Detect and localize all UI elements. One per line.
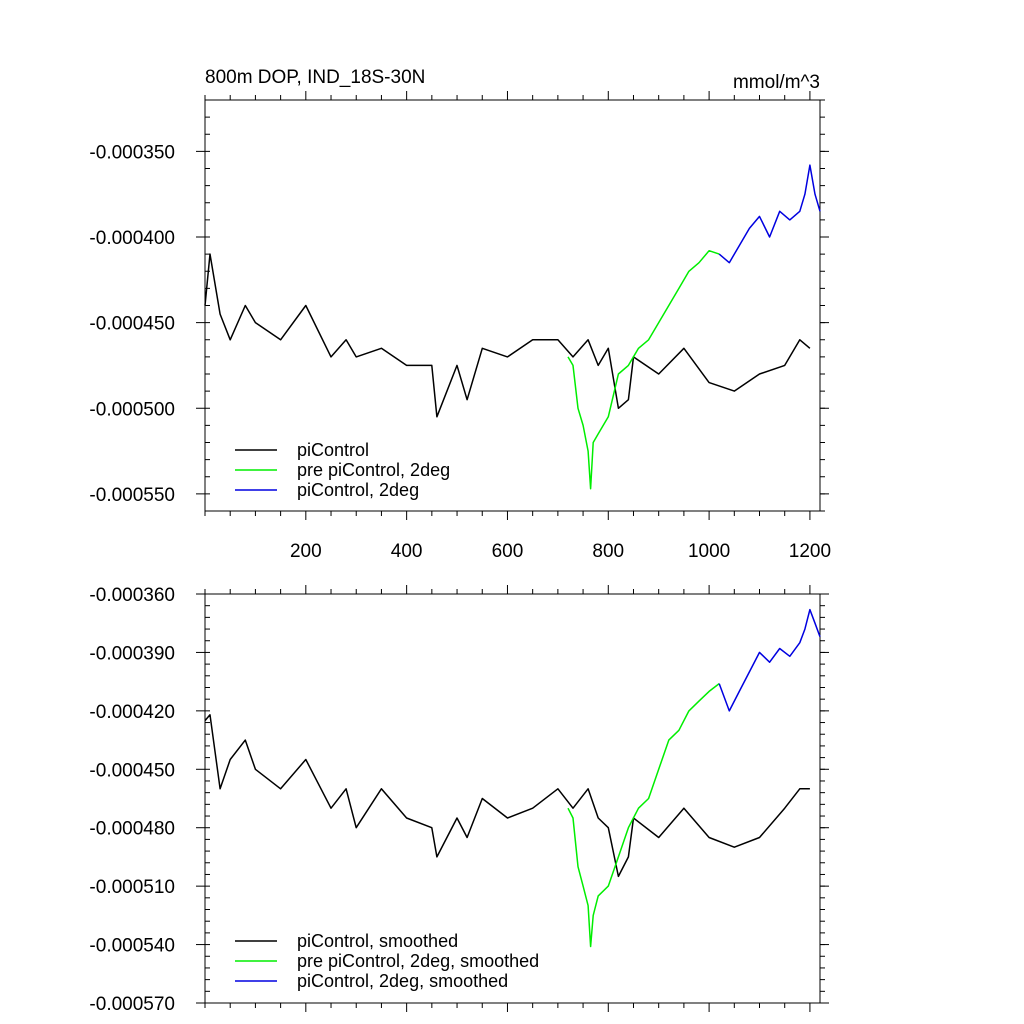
top-panel: 800m DOP, IND_18S-30N mmol/m^3 200 400 600… (89, 67, 831, 562)
bottom-panel: -0.000360 -0.000390 -0.000420 -0.000450 -0.0… (89, 585, 829, 1015)
bottom-y-tick-label: -0.000570 (89, 994, 175, 1015)
bottom-series-line-2 (567, 683, 720, 948)
top-y-tick-label: -0.000350 (89, 142, 175, 163)
top-x-tick-label: 200 (290, 541, 322, 562)
bottom-legend-label: piControl, 2deg, smoothed (297, 971, 508, 991)
top-panel-units: mmol/m^3 (733, 72, 820, 93)
bottom-y-tick-label: -0.000450 (89, 760, 175, 781)
top-legend-label: piControl, 2deg (297, 480, 419, 500)
top-x-tick-label: 1200 (789, 541, 831, 562)
bottom-y-tick-label: -0.000480 (89, 819, 175, 840)
bottom-y-tick-label: -0.000390 (89, 643, 175, 664)
bottom-plot-frame (204, 593, 821, 1004)
bottom-legend-label: pre piControl, 2deg, smoothed (297, 951, 539, 971)
bottom-y-tick-label: -0.000420 (89, 702, 175, 723)
top-series-line-3 (718, 164, 821, 264)
top-series-line-1 (204, 253, 811, 418)
top-y-tick-label: -0.000400 (89, 228, 175, 249)
top-legend-label: pre piControl, 2deg (297, 460, 450, 480)
top-x-tick-label: 400 (391, 541, 423, 562)
top-series-line-2 (567, 249, 720, 490)
top-y-tick-label: -0.000500 (89, 399, 175, 420)
bottom-legend-label: piControl, smoothed (297, 931, 458, 951)
top-panel-title: 800m DOP, IND_18S-30N (205, 67, 425, 88)
top-x-tick-label: 1000 (688, 541, 730, 562)
top-legend-label: piControl (297, 440, 369, 460)
bottom-series-line-3 (718, 608, 821, 712)
bottom-y-tick-label: -0.000510 (89, 877, 175, 898)
bottom-series-line-1 (204, 714, 810, 878)
top-y-tick-label: -0.000550 (89, 485, 175, 506)
bottom-y-tick-label: -0.000540 (89, 936, 175, 957)
top-y-tick-label: -0.000450 (89, 314, 175, 335)
top-x-tick-label: 600 (492, 541, 524, 562)
bottom-y-tick-label: -0.000360 (89, 585, 175, 606)
top-x-tick-label: 800 (592, 541, 624, 562)
